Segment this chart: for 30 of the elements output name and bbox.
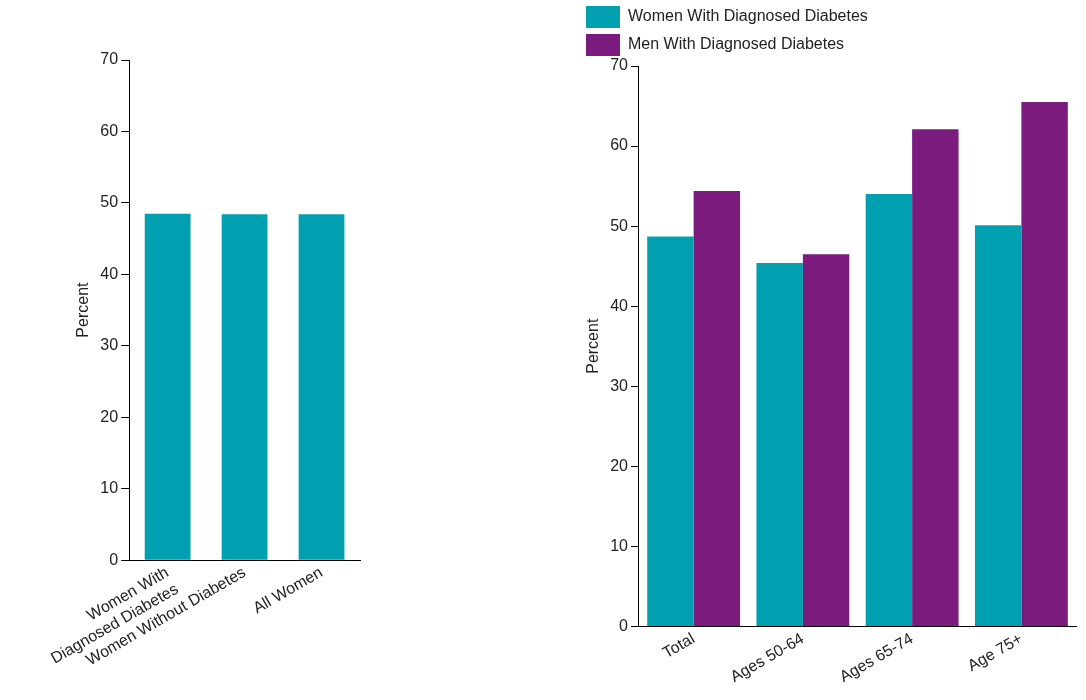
y-tick-label: 30 xyxy=(610,376,629,394)
legend-label: Men With Diagnosed Diabetes xyxy=(628,35,845,53)
bar xyxy=(756,262,803,626)
y-tick-label: 10 xyxy=(100,479,119,497)
bar xyxy=(974,225,1022,626)
bar xyxy=(1021,102,1068,626)
x-tick-label: Total xyxy=(659,629,698,662)
bar xyxy=(693,190,741,626)
y-axis-title: Percent xyxy=(584,318,602,374)
y-tick-label: 60 xyxy=(100,121,119,139)
y-tick-label: 10 xyxy=(610,536,629,554)
y-tick-label: 70 xyxy=(100,50,119,68)
y-tick-label: 70 xyxy=(610,56,629,74)
bar xyxy=(802,254,850,626)
y-axis-title: Percent xyxy=(74,281,92,338)
bar xyxy=(647,236,694,626)
bar xyxy=(865,194,913,626)
y-tick-label: 50 xyxy=(610,216,629,234)
y-tick-label: 50 xyxy=(100,193,119,211)
y-tick-label: 20 xyxy=(610,456,629,474)
y-tick-label: 40 xyxy=(610,296,629,314)
y-tick-label: 60 xyxy=(610,136,629,154)
y-tick-label: 40 xyxy=(100,264,119,282)
legend-label: Women With Diagnosed Diabetes xyxy=(628,7,868,25)
x-tick-label: Age 75+ xyxy=(964,629,1026,675)
y-tick-label: 20 xyxy=(100,407,119,425)
y-tick-label: 30 xyxy=(100,336,119,354)
y-tick-label: 0 xyxy=(619,616,629,634)
y-tick-label: 0 xyxy=(109,550,119,568)
bar xyxy=(912,129,959,626)
